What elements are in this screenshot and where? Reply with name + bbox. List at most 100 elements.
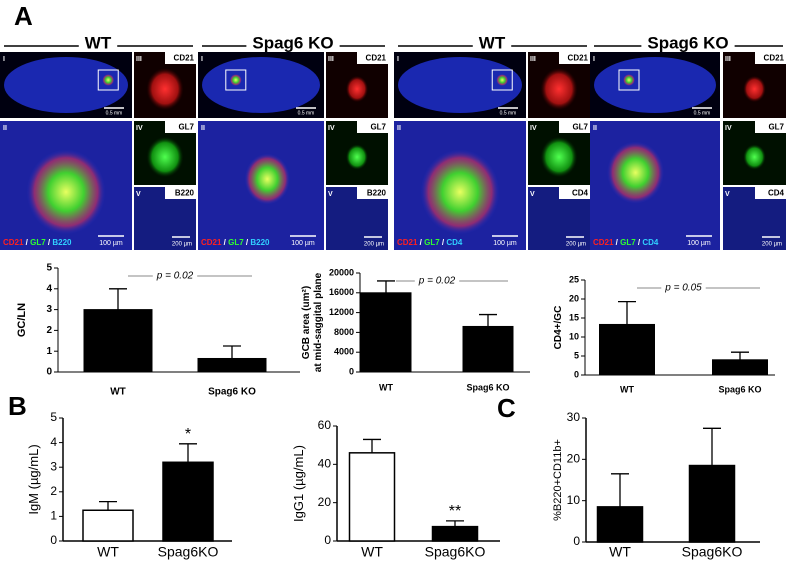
tissue: [398, 57, 522, 113]
y-axis-label: GC/LN: [16, 303, 28, 337]
legend-part: GL7: [424, 238, 440, 247]
legend-part: /: [440, 238, 447, 247]
channel-signal: [345, 75, 369, 103]
marker-label: CD21: [366, 54, 387, 63]
x-tick-label: Spag6 KO: [466, 382, 509, 392]
legend-part: GL7: [30, 238, 46, 247]
legend-part: /: [221, 238, 228, 247]
error-bar: [109, 288, 127, 310]
group-title: Spag6 KO: [252, 33, 333, 52]
x-tick-label: WT: [609, 544, 631, 560]
y-tick-label: 0: [574, 369, 579, 379]
y-tick-label: 1: [46, 346, 52, 357]
y-tick-label: 10: [569, 331, 579, 341]
marker-box: [559, 187, 590, 199]
y-tick-label: 2: [50, 484, 57, 498]
panel-label: B: [8, 391, 27, 421]
gc-spot: [229, 74, 242, 86]
error-bar: [703, 427, 721, 466]
marker-box: [559, 52, 590, 64]
y-label-line: %B220+CD11b+: [552, 439, 564, 521]
gc-spot: [496, 74, 509, 86]
channel-signal: [540, 136, 578, 178]
p-value: p = 0.05: [664, 283, 702, 294]
scale-label: 0.5 mm: [298, 110, 315, 116]
panel-label: C: [497, 393, 516, 423]
marker-box: [165, 187, 196, 199]
panel-id: I: [3, 56, 5, 63]
legend-part: CD21: [3, 238, 24, 247]
y-tick-label: 20: [567, 452, 581, 466]
y-tick-label: 4: [46, 283, 52, 294]
panel-label: A: [14, 1, 33, 31]
panel-id: I: [593, 56, 595, 63]
scale-label: 100 µm: [99, 240, 123, 247]
y-tick-label: 12000: [329, 307, 354, 317]
error-bar: [363, 438, 381, 453]
marker-label: CD4: [768, 189, 785, 198]
y-tick-label: 5: [574, 350, 579, 360]
y-label-line: GCB area (um²): [301, 286, 312, 359]
gc-blob: [244, 153, 290, 205]
error-bar: [377, 280, 395, 293]
panel-id: I: [201, 56, 203, 63]
p-value: p = 0.02: [156, 271, 194, 282]
marker-box: [357, 52, 388, 64]
x-tick-label: Spag6KO: [682, 544, 743, 560]
legend-part: CD21: [593, 238, 614, 247]
panel-id: II: [593, 125, 597, 132]
zoom-box: [97, 69, 119, 91]
gc-blob: [606, 141, 665, 204]
y-tick-label: 20: [569, 293, 579, 303]
y-tick-label: 10: [567, 493, 581, 507]
legend-part: /: [636, 238, 643, 247]
channel-signal: [743, 75, 766, 103]
gc-blob: [420, 149, 500, 235]
y-tick-label: 0: [324, 533, 331, 547]
scale-label: 200 µm: [364, 242, 384, 248]
y-axis-label: IgM (µg/mL): [26, 444, 41, 514]
marker-label: GL7: [768, 123, 784, 132]
bar: [348, 452, 396, 542]
y-tick-label: 5: [50, 410, 57, 424]
y-axis-label: IgG1 (µg/mL): [291, 445, 306, 522]
y-tick-label: 60: [318, 418, 332, 432]
legend-part: B220: [52, 238, 72, 247]
bar: [431, 525, 479, 542]
panel-id: III: [725, 56, 731, 63]
y-tick-label: 2: [46, 325, 52, 336]
legend-part: GL7: [620, 238, 636, 247]
legend-part: /: [46, 238, 53, 247]
y-tick-label: 30: [567, 410, 581, 424]
significance: **: [449, 503, 461, 520]
zoom-box: [618, 69, 640, 91]
scale-label: 200 µm: [762, 242, 782, 248]
y-label-line: at mid-saggital plane: [313, 272, 324, 372]
bar: [360, 292, 412, 373]
bar: [83, 309, 153, 373]
y-tick-label: 5: [46, 263, 52, 274]
channel-signal: [146, 67, 184, 111]
zoom-box: [225, 69, 247, 91]
group-title: WT: [85, 33, 112, 52]
error-bar: [731, 351, 749, 360]
channel-legend: CD21 / GL7 / CD4: [593, 238, 659, 247]
panel-id: I: [397, 56, 399, 63]
y-tick-label: 8000: [334, 327, 354, 337]
panel-id: V: [136, 191, 141, 198]
panel-id: IV: [136, 125, 143, 132]
y-label-line: GC/LN: [16, 303, 28, 337]
legend-part: /: [244, 238, 251, 247]
legend-part: B220: [250, 238, 270, 247]
zoom-box: [491, 69, 513, 91]
bar: [596, 506, 644, 543]
gc-spot: [102, 74, 115, 86]
channel-legend: CD21 / GL7 / B220: [3, 238, 72, 247]
marker-box: [357, 187, 388, 199]
x-tick-label: WT: [379, 382, 393, 392]
error-bar: [479, 313, 497, 327]
error-bar: [223, 345, 241, 359]
panel-id: III: [328, 56, 334, 63]
bar: [197, 357, 267, 373]
